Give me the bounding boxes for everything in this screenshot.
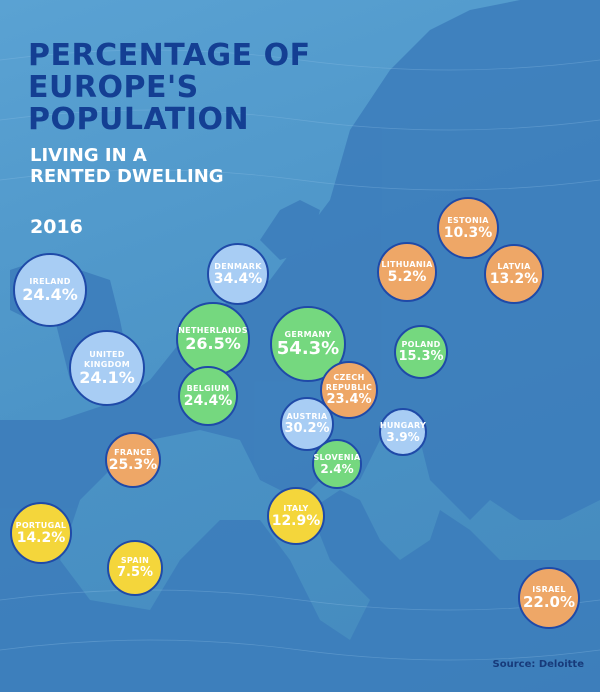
bubble-country-label: DENMARK bbox=[214, 261, 262, 271]
bubble-belgium: BELGIUM 24.4% bbox=[178, 366, 238, 426]
bubble-value-label: 54.3% bbox=[276, 337, 340, 359]
bubble-france: FRANCE 25.3% bbox=[105, 432, 161, 488]
bubble-value-label: 34.4% bbox=[213, 270, 263, 287]
bubble-hungary: HUNGARY 3.9% bbox=[379, 408, 427, 456]
bubble-austria: AUSTRIA 30.2% bbox=[280, 397, 334, 451]
chart-year: 2016 bbox=[30, 216, 83, 238]
source-note: Source: Deloitte bbox=[492, 659, 584, 670]
bubble-country-label: SPAIN bbox=[120, 556, 150, 566]
bubble-country-label: UNITED KINGDOM bbox=[84, 349, 130, 369]
bubble-israel: ISRAEL 22.0% bbox=[518, 567, 580, 629]
bubble-country-label: BELGIUM bbox=[186, 383, 230, 393]
bubble-estonia: ESTONIA 10.3% bbox=[437, 197, 499, 259]
bubble-poland: POLAND 15.3% bbox=[394, 325, 448, 379]
bubble-country-label: AUSTRIA bbox=[286, 412, 328, 422]
bubble-value-label: 30.2% bbox=[284, 421, 330, 437]
bubble-country-label: SLOVENIA bbox=[313, 452, 361, 462]
bubble-country-label: ITALY bbox=[283, 503, 309, 513]
bubble-country-label: CZECH REPUBLIC bbox=[325, 373, 373, 393]
bubble-country-label: LITHUANIA bbox=[381, 259, 433, 269]
bubble-country-label: ESTONIA bbox=[447, 215, 489, 225]
bubble-country-label: FRANCE bbox=[114, 447, 152, 457]
bubble-value-label: 25.3% bbox=[108, 456, 158, 473]
bubble-country-label: ISRAEL bbox=[532, 585, 566, 595]
bubble-country-label: GERMANY bbox=[284, 329, 332, 339]
bubble-lithuania: LITHUANIA 5.2% bbox=[377, 242, 437, 302]
chart-title: PERCENTAGE OF EUROPE'S POPULATION bbox=[28, 38, 311, 137]
bubble-value-label: 22.0% bbox=[522, 593, 576, 612]
bubble-value-label: 5.2% bbox=[387, 268, 427, 285]
bubble-value-label: 3.9% bbox=[386, 429, 420, 444]
bubble-country-label: HUNGARY bbox=[379, 420, 427, 430]
bubble-value-label: 24.4% bbox=[183, 392, 233, 409]
bubble-ireland: IRELAND 24.4% bbox=[13, 253, 87, 327]
bubble-value-label: 2.4% bbox=[320, 461, 354, 476]
bubble-country-label: IRELAND bbox=[29, 276, 71, 286]
bubble-value-label: 15.3% bbox=[398, 349, 444, 365]
chart-subtitle: LIVING IN A RENTED DWELLING bbox=[30, 145, 224, 187]
bubble-value-label: 13.2% bbox=[489, 270, 539, 287]
bubble-portugal: PORTUGAL 14.2% bbox=[10, 502, 72, 564]
bubble-country-label: NETHERLANDS bbox=[178, 325, 248, 335]
bubble-value-label: 26.5% bbox=[185, 333, 241, 353]
bubble-value-label: 10.3% bbox=[443, 224, 493, 241]
bubble-united-kingdom: UNITED KINGDOM 24.1% bbox=[69, 330, 145, 406]
water-pattern bbox=[0, 49, 600, 661]
bubble-czech-republic: CZECH REPUBLIC 23.4% bbox=[320, 361, 378, 419]
bubble-country-label: POLAND bbox=[401, 340, 441, 350]
bubble-value-label: 23.4% bbox=[326, 392, 372, 408]
bubble-slovenia: SLOVENIA 2.4% bbox=[312, 439, 362, 489]
bubble-value-label: 7.5% bbox=[116, 565, 154, 581]
bubble-latvia: LATVIA 13.2% bbox=[484, 244, 544, 304]
bubble-spain: SPAIN 7.5% bbox=[107, 540, 163, 596]
bubble-denmark: DENMARK 34.4% bbox=[207, 243, 269, 305]
bubble-netherlands: NETHERLANDS 26.5% bbox=[176, 302, 250, 376]
bubble-value-label: 12.9% bbox=[271, 512, 321, 529]
bubble-value-label: 14.2% bbox=[16, 529, 66, 546]
bubble-italy: ITALY 12.9% bbox=[267, 487, 325, 545]
bubble-value-label: 24.4% bbox=[22, 284, 78, 304]
bubble-country-label: PORTUGAL bbox=[15, 520, 67, 530]
bubble-country-label: LATVIA bbox=[497, 261, 531, 271]
bubble-value-label: 24.1% bbox=[79, 367, 135, 387]
